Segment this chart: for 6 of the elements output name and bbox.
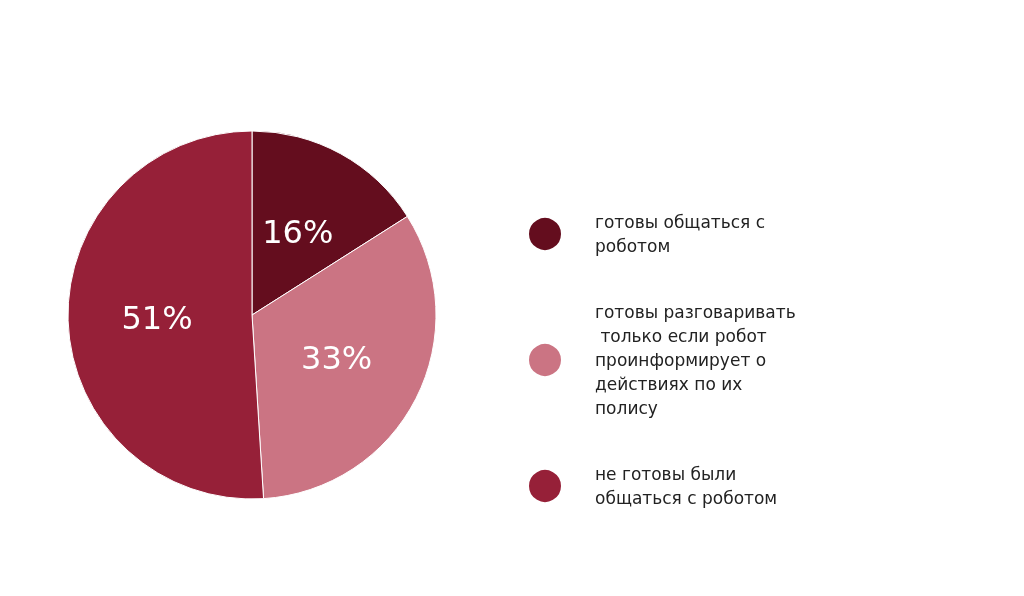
legend-label: не готовы были общаться с роботом — [595, 464, 778, 508]
legend-label: готовы разговаривать только если робот проинформирует о действиях по их полису — [595, 302, 796, 418]
data-label: 33% — [301, 339, 373, 378]
data-label: 51% — [121, 298, 193, 337]
legend-label: готовы общаться с роботом — [595, 212, 771, 256]
data-label: 16% — [262, 212, 334, 251]
